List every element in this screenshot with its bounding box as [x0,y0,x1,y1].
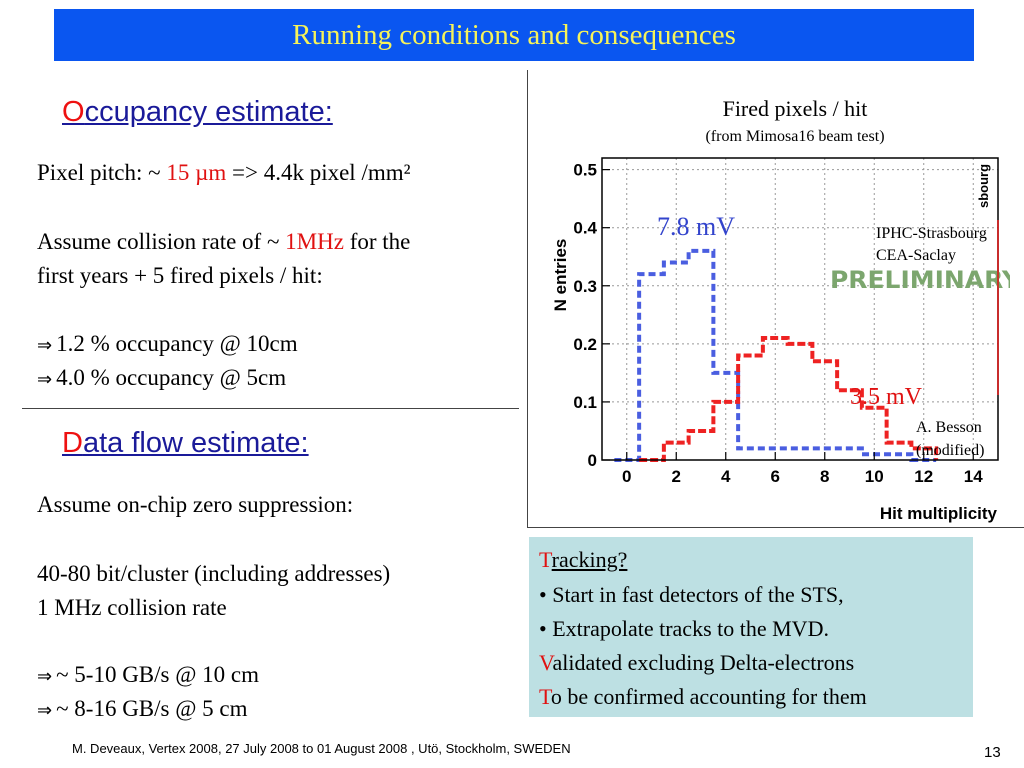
y-tick-label: 0.5 [573,161,597,180]
rate-pre: Assume collision rate of ~ [37,229,286,254]
series-1-line [614,248,937,462]
confirm-rest: o be confirmed accounting for them [550,684,867,709]
dataflow-result-1-text: ~ 5-10 GB/s @ 10 cm [56,662,260,687]
tracking-question: Tracking? [539,547,627,573]
x-tick-label: 12 [914,467,933,486]
y-tick-label: 0.2 [573,335,597,354]
tracking-rest: racking? [551,547,628,572]
series-layer [614,248,939,462]
plot-frame [601,157,999,461]
y-tick-label: 0.1 [573,393,597,412]
plot-subtitle: (from Mimosa16 beam test) [705,128,885,145]
validated-initial: V [539,650,553,675]
rate-post: for the [343,229,411,254]
tracking-box: Tracking? • Start in fast detectors of t… [529,537,973,717]
x-tick-label: 8 [820,467,829,486]
preliminary-watermark: PRELIMINARY [830,266,1010,294]
institution-2: CEA-Saclay [876,247,956,264]
y-axis-label: N entries [551,239,570,312]
institution-1: IPHC-Strasbourg [876,225,987,242]
x-tick-label: 0 [622,467,631,486]
grid-layer [602,158,998,461]
implies-icon: ⇒ [37,666,53,687]
occupancy-result-1: ⇒ 1.2 % occupancy @ 10cm [37,331,298,357]
pitch-post: => 4.4k pixel /mm² [226,160,411,185]
y-tick-label: 0 [588,451,597,470]
x-tick-label: 14 [964,467,983,486]
dataflow-heading-initial: D [62,427,83,459]
title-bar: Running conditions and consequences [54,9,974,61]
label-3-5mv: 3.5 mV [850,384,923,410]
tick-layer: 0 2 4 6 8 10 12 14 0 0.1 0.2 0.3 0.4 0.5 [573,161,983,486]
occupancy-result-1-text: 1.2 % occupancy @ 10cm [56,331,298,356]
occupancy-result-2: ⇒ 4.0 % occupancy @ 5cm [37,365,286,391]
y-tick-label: 0.3 [573,277,597,296]
histogram-chart: 0 2 4 6 8 10 12 14 0 0.1 0.2 0.3 0.4 0.5 N entries Hi… [551,157,1010,523]
x-axis-label: Hit multiplicity [880,504,998,523]
occupancy-result-2-text: 4.0 % occupancy @ 5cm [56,365,287,390]
confirm-initial: T [539,684,551,709]
occupancy-heading: Occupancy estimate: [62,96,333,129]
occupancy-heading-initial: O [62,96,85,128]
dataflow-result-1: ⇒ ~ 5-10 GB/s @ 10 cm [37,662,259,688]
collision-rate-line2: first years + 5 fired pixels / hit: [37,263,323,288]
credit-author: A. Besson [916,419,982,436]
y-tick-label: 0.4 [573,219,597,238]
tracking-confirm: To be confirmed accounting for them [539,684,867,710]
implies-icon: ⇒ [37,335,53,356]
dataflow-line-2: 40-80 bit/cluster (including addresses) [37,561,391,586]
pitch-pre: Pixel pitch: ~ [37,160,167,185]
dataflow-line-1: Assume on-chip zero suppression: [37,492,354,517]
x-tick-label: 2 [672,467,681,486]
tracking-bullet-1: • Start in fast detectors of the STS, [539,582,844,607]
section-divider [22,408,519,409]
dataflow-line-3: 1 MHz collision rate [37,595,227,620]
tracking-bullet-2: • Extrapolate tracks to the MVD. [539,616,829,641]
plot-title: Fired pixels / hit [722,96,868,121]
x-tick-label: 6 [771,467,780,486]
validated-rest: alidated excluding Delta-electrons [552,650,855,675]
dataflow-result-2: ⇒ ~ 8-16 GB/s @ 5 cm [37,696,248,722]
column-divider [527,70,528,528]
tracking-validated: Validated excluding Delta-electrons [539,650,854,676]
dataflow-heading: Data flow estimate: [62,427,309,460]
tracking-initial: T [539,547,552,572]
plot-bottom-divider [527,527,1024,528]
pitch-value: 15 µm [166,160,227,185]
implies-icon: ⇒ [37,700,53,721]
rate-value: 1MHz [285,229,344,254]
label-7-8mv: 7.8 mV [657,212,735,241]
occupancy-heading-rest: ccupancy estimate: [84,96,333,128]
x-tick-label: 4 [721,467,731,486]
collision-rate-line: Assume collision rate of ~ 1MHz for the [37,229,410,255]
slide-title: Running conditions and consequences [292,19,736,51]
x-tick-label: 10 [865,467,884,486]
implies-icon: ⇒ [37,369,53,390]
dataflow-result-2-text: ~ 8-16 GB/s @ 5 cm [56,696,248,721]
dataflow-heading-rest: ata flow estimate: [82,427,309,459]
page-number: 13 [984,744,1001,761]
footer-citation: M. Deveaux, Vertex 2008, 27 July 2008 to… [72,741,571,756]
credit-note: (modified) [916,442,984,459]
series-2-line [639,336,939,462]
cut-label: sbourg [976,164,991,208]
pixel-pitch-line: Pixel pitch: ~ 15 µm => 4.4k pixel /mm² [37,160,411,186]
